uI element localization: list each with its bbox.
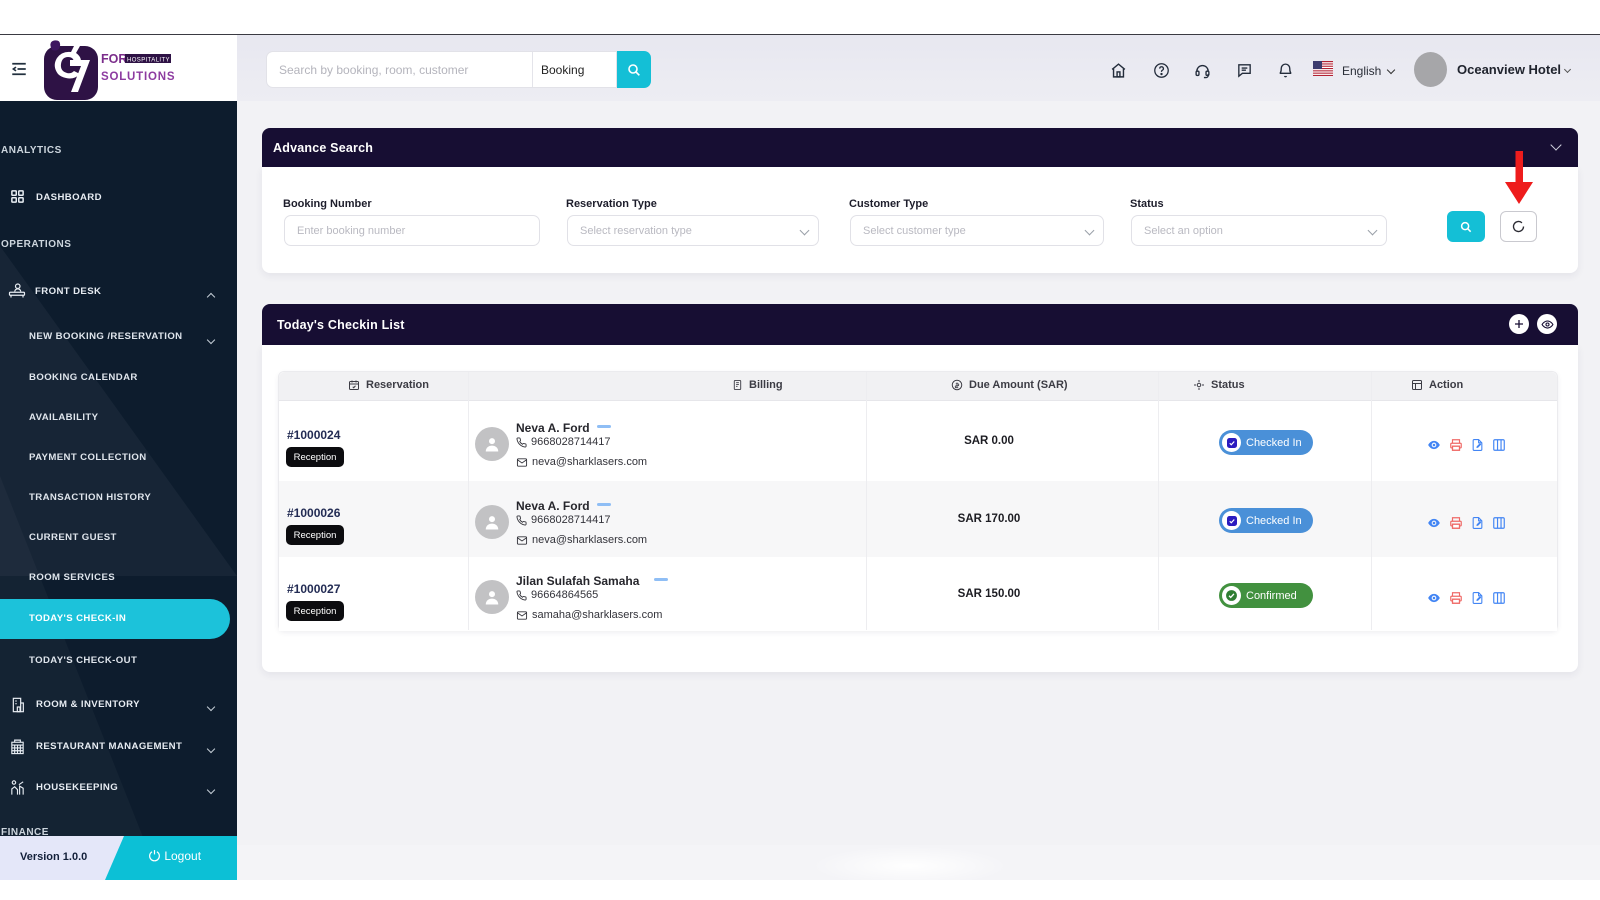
svg-text:HOSPITALITY: HOSPITALITY <box>127 58 170 64</box>
svg-text:FOR: FOR <box>101 52 127 66</box>
svg-text:SOLUTIONS: SOLUTIONS <box>101 71 175 83</box>
